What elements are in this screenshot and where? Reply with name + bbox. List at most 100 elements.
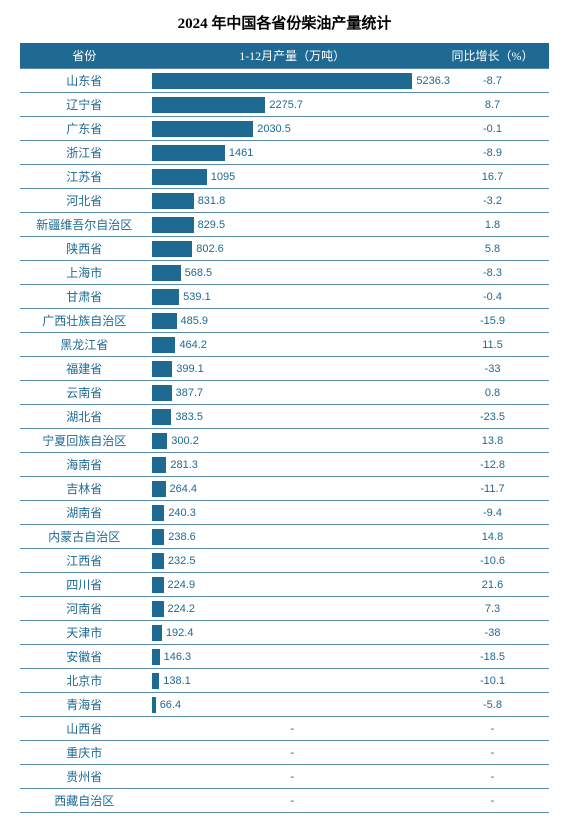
table-row: 河北省831.8-3.2: [20, 189, 549, 213]
output-cell: 383.5: [148, 405, 436, 429]
bar-fill: [152, 217, 193, 233]
growth-cell: 1.8: [436, 213, 549, 237]
table-row: 广东省2030.5-0.1: [20, 117, 549, 141]
bar-fill: [152, 457, 166, 473]
growth-cell: 13.8: [436, 429, 549, 453]
chart-title: 2024 年中国各省份柴油产量统计: [20, 12, 549, 33]
table-row: 陕西省802.65.8: [20, 237, 549, 261]
bar-wrap: 138.1: [152, 673, 432, 689]
bar-fill: [152, 313, 176, 329]
province-cell: 内蒙古自治区: [20, 525, 148, 549]
bar-wrap: 5236.3: [152, 73, 432, 89]
table-row: 天津市192.4-38: [20, 621, 549, 645]
growth-cell: 21.6: [436, 573, 549, 597]
output-cell: 2030.5: [148, 117, 436, 141]
table-row: 湖北省383.5-23.5: [20, 405, 549, 429]
bar-fill: [152, 601, 163, 617]
table-row: 宁夏回族自治区300.213.8: [20, 429, 549, 453]
bar-wrap: 387.7: [152, 385, 432, 401]
province-cell: 河南省: [20, 597, 148, 621]
output-cell: 146.3: [148, 645, 436, 669]
province-cell: 山西省: [20, 717, 148, 741]
growth-cell: 7.3: [436, 597, 549, 621]
province-cell: 西藏自治区: [20, 789, 148, 813]
bar-fill: [152, 97, 265, 113]
table-row: 甘肃省539.1-0.4: [20, 285, 549, 309]
bar-value-label: 1461: [229, 145, 253, 161]
growth-cell: 11.5: [436, 333, 549, 357]
growth-cell: -18.5: [436, 645, 549, 669]
growth-cell: -9.4: [436, 501, 549, 525]
growth-cell: -11.7: [436, 477, 549, 501]
bar-wrap: 240.3: [152, 505, 432, 521]
province-cell: 陕西省: [20, 237, 148, 261]
bar-value-label: 2030.5: [257, 121, 291, 137]
bar-fill: [152, 193, 193, 209]
table-row: 新疆维吾尔自治区829.51.8: [20, 213, 549, 237]
bar-value-label: 300.2: [171, 433, 199, 449]
bar-wrap: 238.6: [152, 529, 432, 545]
bar-value-label: 264.4: [170, 481, 198, 497]
province-cell: 黑龙江省: [20, 333, 148, 357]
growth-cell: -: [436, 765, 549, 789]
bar-value-label: 464.2: [179, 337, 207, 353]
bar-fill: [152, 121, 253, 137]
bar-value-label: 281.3: [170, 457, 198, 473]
bar-value-label: 802.6: [196, 241, 224, 257]
data-table: 省份 1-12月产量（万吨） 同比增长（%） 山东省5236.3-8.7辽宁省2…: [20, 43, 549, 813]
growth-cell: 8.7: [436, 93, 549, 117]
bar-value-label: 224.9: [168, 577, 196, 593]
table-row: 青海省66.4-5.8: [20, 693, 549, 717]
bar-wrap: 539.1: [152, 289, 432, 305]
bar-fill: [152, 697, 155, 713]
output-cell: 1461: [148, 141, 436, 165]
table-row: 内蒙古自治区238.614.8: [20, 525, 549, 549]
table-row: 江西省232.5-10.6: [20, 549, 549, 573]
bar-value-label: 1095: [211, 169, 235, 185]
bar-wrap: 829.5: [152, 217, 432, 233]
bar-fill: [152, 265, 180, 281]
bar-wrap: 399.1: [152, 361, 432, 377]
output-cell: 238.6: [148, 525, 436, 549]
table-row: 上海市568.5-8.3: [20, 261, 549, 285]
bar-fill: [152, 169, 206, 185]
table-row: 辽宁省2275.78.7: [20, 93, 549, 117]
bar-wrap: 192.4: [152, 625, 432, 641]
bar-fill: [152, 385, 171, 401]
output-cell: 66.4: [148, 693, 436, 717]
growth-cell: -8.7: [436, 69, 549, 93]
growth-cell: -33: [436, 357, 549, 381]
output-cell: 539.1: [148, 285, 436, 309]
growth-cell: -3.2: [436, 189, 549, 213]
province-cell: 湖北省: [20, 405, 148, 429]
growth-cell: -15.9: [436, 309, 549, 333]
province-cell: 山东省: [20, 69, 148, 93]
province-cell: 甘肃省: [20, 285, 148, 309]
table-row: 海南省281.3-12.8: [20, 453, 549, 477]
bar-value-label: 2275.7: [269, 97, 303, 113]
output-cell: 829.5: [148, 213, 436, 237]
bar-wrap: 831.8: [152, 193, 432, 209]
growth-cell: -8.3: [436, 261, 549, 285]
growth-cell: -12.8: [436, 453, 549, 477]
growth-cell: -0.4: [436, 285, 549, 309]
bar-fill: [152, 433, 167, 449]
bar-wrap: 2275.7: [152, 97, 432, 113]
province-cell: 云南省: [20, 381, 148, 405]
bar-wrap: 66.4: [152, 697, 432, 713]
table-row: 四川省224.921.6: [20, 573, 549, 597]
growth-cell: -5.8: [436, 693, 549, 717]
province-cell: 北京市: [20, 669, 148, 693]
bar-wrap: 2030.5: [152, 121, 432, 137]
output-cell: 802.6: [148, 237, 436, 261]
province-cell: 浙江省: [20, 141, 148, 165]
output-cell: 264.4: [148, 477, 436, 501]
output-cell: -: [148, 717, 436, 741]
output-cell: 831.8: [148, 189, 436, 213]
province-cell: 湖南省: [20, 501, 148, 525]
table-row: 黑龙江省 464.2 11.5: [20, 333, 549, 357]
table-row: 安徽省146.3-18.5: [20, 645, 549, 669]
bar-wrap: 281.3: [152, 457, 432, 473]
bar-fill: [152, 289, 179, 305]
province-cell: 江苏省: [20, 165, 148, 189]
